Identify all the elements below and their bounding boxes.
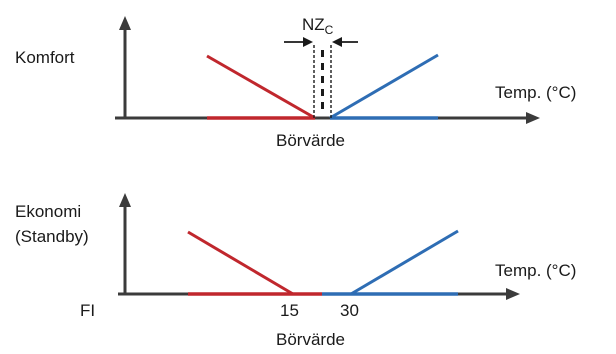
top-cooling-slope bbox=[329, 53, 439, 120]
bottom-y-label-line2: (Standby) bbox=[15, 227, 89, 246]
bottom-panel: Ekonomi (Standby) Temp. (°C) FI 15 30 Bö… bbox=[15, 193, 576, 349]
bottom-fi-label: FI bbox=[80, 301, 95, 320]
top-x-axis-arrowhead bbox=[526, 112, 540, 124]
tick-heating-setpoint: 15 bbox=[280, 301, 299, 320]
deadzone-left-arrowhead bbox=[303, 37, 313, 47]
deadzone-right-arrowhead bbox=[332, 37, 342, 47]
top-panel: NZC Komfort Temp. (°C) Börvärde bbox=[15, 15, 576, 150]
bottom-y-label-line1: Ekonomi bbox=[15, 202, 81, 221]
top-heating-slope bbox=[206, 54, 316, 120]
bottom-setpoint-label: Börvärde bbox=[276, 330, 345, 349]
bottom-x-label: Temp. (°C) bbox=[495, 261, 576, 280]
top-y-label: Komfort bbox=[15, 48, 75, 67]
deadzone-label: NZC bbox=[302, 15, 334, 37]
deadzone-label-subscript: C bbox=[325, 23, 334, 37]
bottom-cooling-slope bbox=[350, 229, 459, 296]
top-x-label: Temp. (°C) bbox=[495, 83, 576, 102]
tick-cooling-setpoint: 30 bbox=[340, 301, 359, 320]
top-setpoint-label: Börvärde bbox=[276, 131, 345, 150]
bottom-x-axis-arrowhead bbox=[506, 288, 520, 300]
top-y-axis-arrowhead bbox=[119, 16, 131, 30]
bottom-heating-slope bbox=[187, 230, 294, 296]
bottom-y-axis-arrowhead bbox=[119, 193, 131, 207]
